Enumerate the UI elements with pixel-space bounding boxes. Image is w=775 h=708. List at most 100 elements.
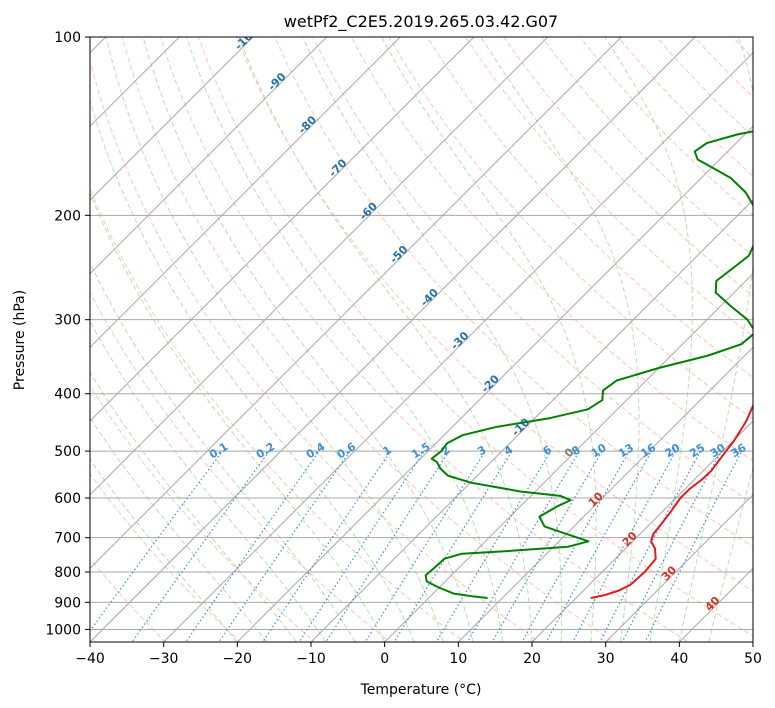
- mixing-ratio-line: [298, 450, 425, 642]
- moist-adiabat-line: [90, 320, 327, 642]
- moist-adiabat-line: [604, 37, 693, 642]
- mixing-ratio-line: [364, 450, 486, 642]
- moist-adiabats: [90, 37, 753, 642]
- moist-adiabat-line: [186, 37, 504, 642]
- moist-adiabat-line: [142, 37, 474, 642]
- dry-adiabat-line: [655, 37, 753, 138]
- x-tick-label: 20: [523, 651, 541, 667]
- isobar-gridlines: [90, 37, 753, 630]
- x-axis: −40 −30 −20 −10 0 10 20 30 40 50: [75, 642, 762, 667]
- dry-adiabat-line: [90, 472, 241, 642]
- y-tick-label: 600: [54, 491, 81, 507]
- isotherm-line: [90, 37, 181, 128]
- y-tick-label: 400: [54, 387, 81, 403]
- dry-adiabat-line: [159, 37, 690, 642]
- plot-area: -100-90-80-70-60-50-40-30-20-10010203040…: [90, 37, 753, 642]
- moist-adiabat-line: [90, 416, 268, 642]
- isotherm-line: [383, 272, 753, 642]
- mixing-ratio-line: [262, 450, 392, 642]
- x-tick-label: 40: [670, 651, 688, 667]
- isotherm-line: [236, 125, 753, 642]
- mixing-ratio-line: [393, 450, 513, 642]
- x-tick-label: 30: [597, 651, 615, 667]
- mixing-ratio-line: [521, 450, 631, 642]
- dry-adiabat-line: [464, 37, 753, 337]
- dry-adiabat-line: [312, 37, 753, 505]
- moist-adiabat-line: [381, 37, 597, 642]
- isotherm-gridlines: [90, 37, 753, 642]
- isotherm-line: [310, 199, 753, 642]
- y-tick-label: 300: [54, 313, 81, 329]
- moist-adiabat-line: [678, 37, 753, 642]
- plot-background: [90, 37, 753, 642]
- moist-adiabat-line: [90, 371, 297, 642]
- dry-adiabat-line: [90, 59, 540, 642]
- isotherm-line: [90, 37, 475, 422]
- temperature-line: [590, 403, 753, 599]
- y-axis-title: Pressure (hPa): [12, 290, 28, 390]
- dry-adiabats: [90, 37, 753, 642]
- x-tick-label: 10: [449, 651, 467, 667]
- moist-adiabat-line: [90, 261, 356, 642]
- isotherm-line: [90, 37, 549, 496]
- y-tick-label: 900: [54, 595, 81, 611]
- mixing-ratio-line: [599, 450, 702, 642]
- dry-adiabat-line: [541, 37, 753, 257]
- plot-frame: [89, 36, 754, 643]
- mixing-ratio-lines: [90, 450, 743, 642]
- x-tick-label: −20: [223, 651, 253, 667]
- dry-adiabat-line: [90, 291, 391, 642]
- mixing-ratio-line: [491, 450, 603, 642]
- y-tick-label: 500: [54, 444, 81, 460]
- mixing-ratio-line: [90, 450, 223, 632]
- y-tick-label: 700: [54, 531, 81, 547]
- x-tick-label: −40: [75, 651, 105, 667]
- isotherm-line: [90, 37, 254, 201]
- profile-series: [424, 130, 753, 600]
- mixing-ratio-line: [572, 450, 677, 642]
- moist-adiabat-line: [90, 191, 386, 642]
- mixing-ratio-line: [545, 450, 653, 642]
- mixing-ratio-line: [466, 450, 580, 642]
- isotherm-line: [457, 346, 753, 642]
- moist-adiabat-line: [238, 37, 533, 642]
- moist-adiabat-line: [708, 465, 753, 642]
- isotherm-line: [90, 37, 696, 642]
- mixing-ratio-line: [131, 450, 270, 642]
- y-tick-label: 800: [54, 565, 81, 581]
- moist-adiabat-line: [480, 37, 640, 642]
- isotherm-line: [531, 420, 753, 642]
- isotherm-line: [90, 37, 623, 570]
- mixing-ratio-line: [325, 450, 450, 642]
- isotherm-line: [604, 493, 753, 642]
- x-tick-label: −30: [149, 651, 179, 667]
- moist-adiabat-line: [90, 458, 238, 642]
- chart-title: wetPf2_C2E5.2019.265.03.42.G07: [284, 12, 558, 32]
- dry-adiabat-line: [693, 37, 753, 98]
- dry-adiabat-line: [197, 37, 753, 637]
- x-axis-title: Temperature (°C): [360, 682, 482, 698]
- isotherm-line: [90, 37, 328, 275]
- dewpoint-line: [424, 130, 753, 600]
- y-tick-label: 100: [54, 30, 81, 46]
- isotherm-line: [162, 51, 753, 642]
- x-tick-label: −10: [296, 651, 326, 667]
- y-tick-label: 1000: [45, 622, 81, 638]
- y-tick-label: 200: [54, 208, 81, 224]
- dry-adiabat-line: [236, 37, 753, 592]
- dry-adiabat-line: [90, 384, 316, 642]
- moist-adiabat-line: [90, 99, 415, 642]
- dry-adiabat-line: [388, 37, 753, 420]
- isotherm-line: [90, 37, 402, 349]
- dry-adiabat-line: [90, 186, 465, 642]
- moist-adiabat-line: [302, 37, 563, 642]
- dry-adiabat-line: [426, 37, 753, 379]
- x-tick-label: 0: [380, 651, 389, 667]
- mixing-ratio-line: [435, 450, 552, 642]
- dry-adiabat-line: [274, 37, 753, 548]
- dry-adiabat-line: [579, 37, 753, 217]
- moist-adiabat-line: [105, 37, 445, 642]
- x-tick-label: 50: [744, 651, 762, 667]
- mixing-ratio-line: [218, 450, 351, 642]
